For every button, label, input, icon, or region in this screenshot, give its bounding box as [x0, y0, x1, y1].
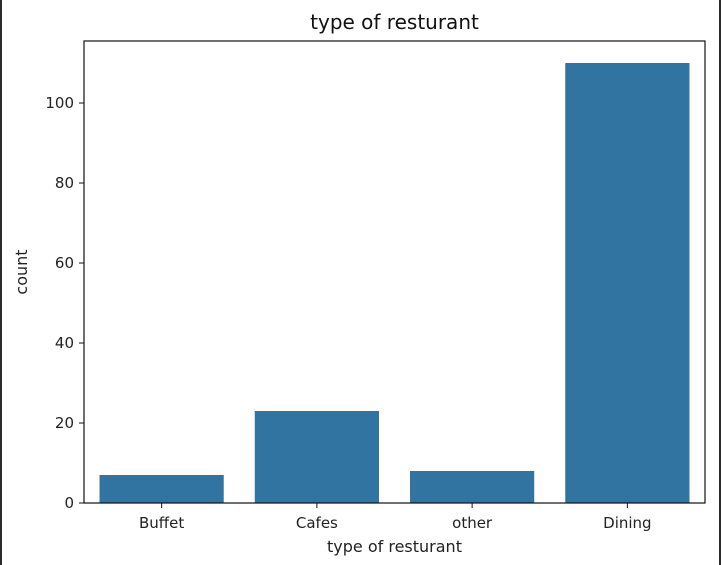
x-axis-label: type of resturant: [327, 537, 462, 556]
plot-area-frame: [83, 40, 706, 504]
y-tick-label: 60: [55, 254, 74, 272]
y-tick-label: 20: [55, 414, 74, 432]
y-tick-label: 40: [55, 334, 74, 352]
bar-buffet: [99, 475, 224, 503]
y-axis: 0 20 40 60 80 100: [45, 94, 84, 512]
x-axis: Buffet Cafes other Dining: [139, 503, 652, 532]
y-tick-label: 80: [55, 174, 74, 192]
y-tick-label: 0: [64, 494, 74, 512]
chart-title: type of resturant: [310, 10, 479, 34]
x-tick-label: Cafes: [296, 514, 338, 532]
x-tick-label: Buffet: [139, 514, 184, 532]
bars-group: [99, 63, 690, 503]
x-tick-label: other: [452, 514, 493, 532]
x-tick-label: Dining: [603, 514, 651, 532]
bar-other: [410, 471, 535, 503]
bar-dining: [565, 63, 690, 503]
y-axis-label: count: [12, 249, 31, 294]
y-tick-label: 100: [45, 94, 74, 112]
bar-cafes: [254, 411, 379, 503]
